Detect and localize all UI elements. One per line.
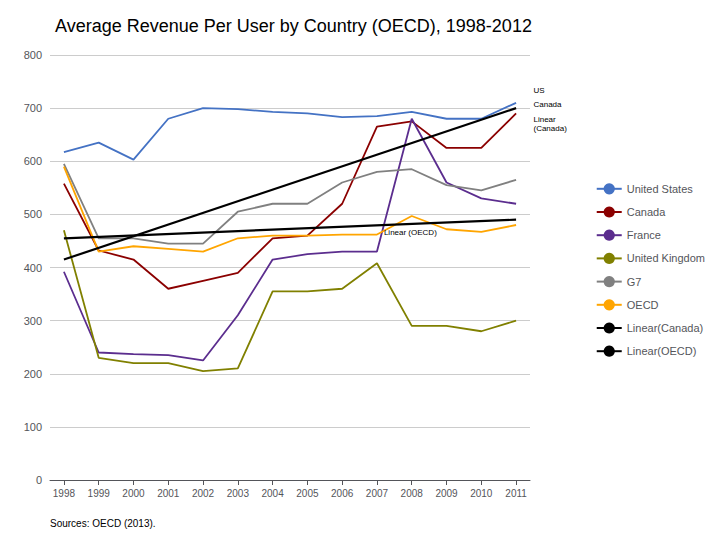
svg-text:2005: 2005	[296, 488, 319, 499]
svg-text:2001: 2001	[157, 488, 180, 499]
svg-text:US: US	[533, 86, 544, 95]
svg-text:Canada: Canada	[533, 100, 562, 109]
svg-text:2007: 2007	[366, 488, 389, 499]
svg-text:1999: 1999	[88, 488, 111, 499]
svg-text:700: 700	[24, 102, 42, 114]
svg-text:2011: 2011	[505, 488, 527, 499]
svg-text:2008: 2008	[401, 488, 424, 499]
svg-text:Linear(OECD): Linear(OECD)	[627, 345, 697, 357]
svg-text:1998: 1998	[53, 488, 76, 499]
svg-text:800: 800	[24, 49, 42, 61]
svg-text:France: France	[627, 229, 661, 241]
svg-text:United Kingdom: United Kingdom	[627, 252, 705, 264]
svg-text:United States: United States	[627, 183, 694, 195]
svg-text:Canada: Canada	[627, 206, 666, 218]
svg-text:Sources: OECD (2013).: Sources: OECD (2013).	[50, 518, 156, 529]
svg-text:Linear (OECD): Linear (OECD)	[384, 228, 437, 237]
svg-text:300: 300	[24, 315, 42, 327]
svg-text:0: 0	[36, 474, 42, 486]
svg-text:2000: 2000	[122, 488, 145, 499]
svg-text:2006: 2006	[331, 488, 354, 499]
svg-text:200: 200	[24, 368, 42, 380]
svg-text:Linear: Linear	[533, 115, 556, 124]
svg-text:OECD: OECD	[627, 299, 659, 311]
svg-text:Average Revenue Per User by Co: Average Revenue Per User by Country (OEC…	[55, 16, 532, 36]
svg-text:2004: 2004	[261, 488, 284, 499]
svg-text:100: 100	[24, 421, 42, 433]
svg-text:2002: 2002	[192, 488, 215, 499]
svg-text:2010: 2010	[470, 488, 493, 499]
svg-text:400: 400	[24, 262, 42, 274]
svg-text:2009: 2009	[435, 488, 458, 499]
svg-text:2003: 2003	[227, 488, 250, 499]
svg-text:G7: G7	[627, 276, 642, 288]
svg-text:500: 500	[24, 208, 42, 220]
svg-text:(Canada): (Canada)	[533, 124, 567, 133]
svg-text:600: 600	[24, 155, 42, 167]
svg-text:Linear(Canada): Linear(Canada)	[627, 322, 703, 334]
